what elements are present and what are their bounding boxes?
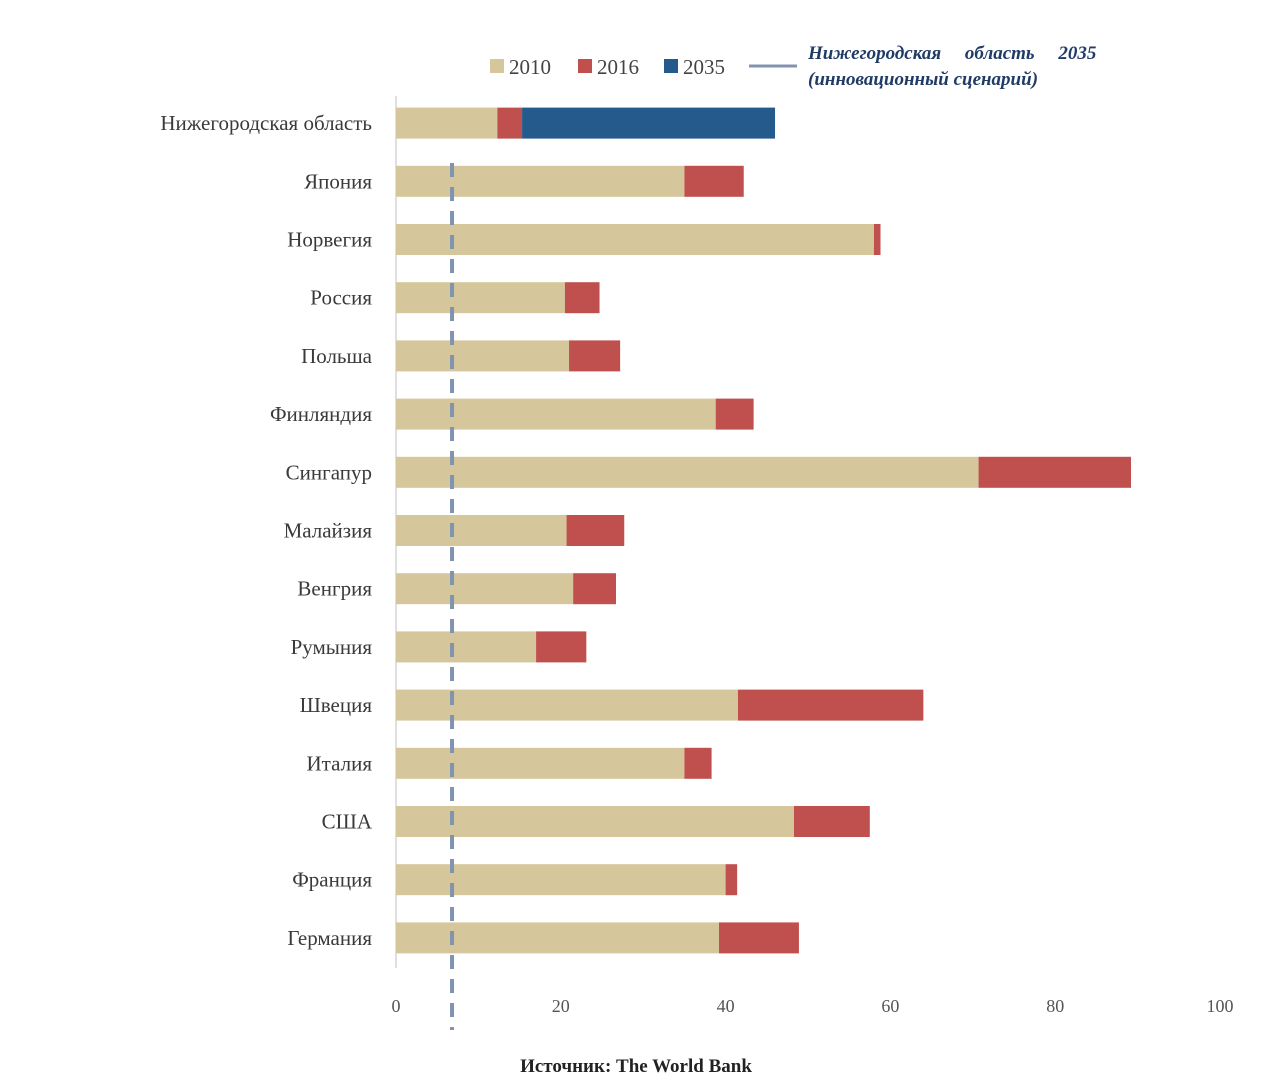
x-tick-label: 80 <box>1046 996 1064 1016</box>
legend: 2010 2016 2035 Нижегородская область 203… <box>490 43 1097 90</box>
category-label: Нижегородская область <box>160 111 372 135</box>
bar-2010-2 <box>396 224 874 255</box>
bar-2010-6 <box>396 456 979 488</box>
legend-reference-label-line1: Нижегородская область 2035 <box>807 43 1097 64</box>
bar-2016-9 <box>536 631 587 663</box>
category-labels: Нижегородская область Япония Норвегия Росси… <box>160 111 372 950</box>
category-label: Япония <box>304 169 372 193</box>
category-label: Румыния <box>291 635 373 659</box>
legend-swatch-2010 <box>490 59 504 73</box>
bar-2010-8 <box>396 573 574 605</box>
legend-label-2016: 2016 <box>597 55 639 79</box>
bar-2010-3 <box>396 282 565 314</box>
bars-group <box>396 107 1132 954</box>
bar-2010-13 <box>396 864 726 896</box>
x-tick-labels: 0 20 40 60 80 100 <box>392 996 1234 1016</box>
bar-2010-9 <box>396 631 537 663</box>
x-tick-label: 100 <box>1207 996 1234 1016</box>
bar-2016-11 <box>684 747 712 779</box>
x-tick-label: 40 <box>717 996 735 1016</box>
x-tick-label: 60 <box>881 996 899 1016</box>
category-label: США <box>322 810 373 834</box>
bar-2010-11 <box>396 747 685 779</box>
bar-2010-1 <box>396 165 685 197</box>
legend-label-2035: 2035 <box>683 55 725 79</box>
legend-reference-label-line2: (инновационный сценарий) <box>808 69 1038 90</box>
bar-2016-4 <box>569 340 621 372</box>
bar-2016-5 <box>715 398 754 430</box>
bar-2016-13 <box>725 864 738 896</box>
bar-2016-8 <box>573 573 617 605</box>
source-label: Источник: The World Bank <box>520 1056 752 1077</box>
bar-2016-6 <box>978 456 1132 488</box>
category-label: Финляндия <box>270 402 372 426</box>
bar-2016-10 <box>737 689 924 721</box>
category-label: Сингапур <box>286 460 372 484</box>
x-tick-label: 20 <box>552 996 570 1016</box>
bar-2035-0 <box>522 107 776 139</box>
bar-2016-3 <box>564 282 600 314</box>
bar-2016-1 <box>684 165 744 197</box>
bar-2010-12 <box>396 806 794 837</box>
bar-2010-5 <box>396 398 716 430</box>
category-label: Польша <box>301 344 373 368</box>
bar-2010-10 <box>396 689 738 721</box>
bar-2016-2 <box>873 224 881 255</box>
category-label: Россия <box>310 286 372 310</box>
category-label: Германия <box>287 926 372 950</box>
category-label: Малайзия <box>284 519 373 543</box>
category-label: Венгрия <box>297 577 372 601</box>
category-label: Италия <box>307 751 373 775</box>
bar-2010-14 <box>396 922 720 954</box>
bar-2016-0 <box>497 107 523 139</box>
legend-swatch-2035 <box>664 59 678 73</box>
bar-2016-7 <box>566 515 625 546</box>
bar-2010-0 <box>396 107 498 139</box>
bar-2016-14 <box>719 922 799 954</box>
category-label: Норвегия <box>287 228 372 252</box>
category-label: Франция <box>292 868 372 892</box>
bar-2016-12 <box>793 806 870 837</box>
x-tick-label: 0 <box>392 996 401 1016</box>
legend-label-2010: 2010 <box>509 55 551 79</box>
bar-2010-4 <box>396 340 570 372</box>
category-label: Швеция <box>300 693 373 717</box>
legend-swatch-2016 <box>578 59 592 73</box>
bar-2010-7 <box>396 515 567 546</box>
